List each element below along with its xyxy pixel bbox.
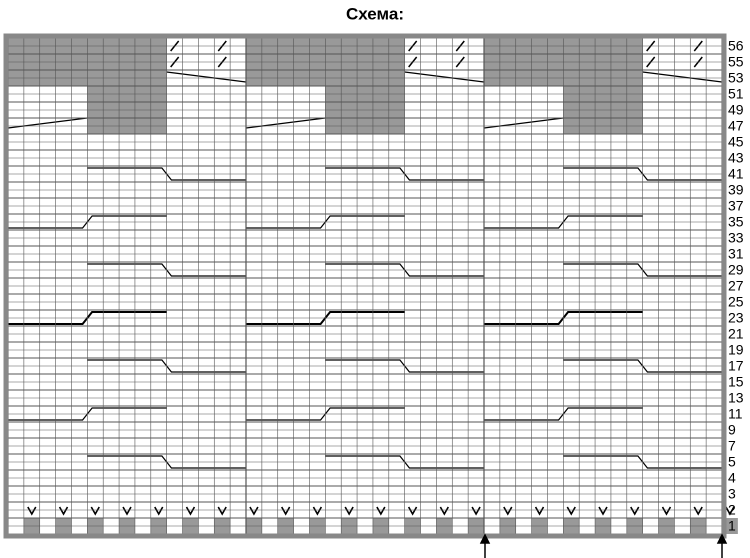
row-number: 31 [728, 246, 744, 262]
row-number: 21 [728, 326, 744, 342]
v-symbol [534, 506, 545, 516]
v-symbol [312, 506, 323, 516]
row-number: 1 [728, 518, 736, 534]
row-number: 7 [728, 438, 736, 454]
v-symbol [90, 506, 100, 516]
row-number: 2 [728, 502, 736, 518]
row-number: 17 [728, 358, 744, 374]
row-number: 45 [728, 134, 744, 150]
row-number: 11 [728, 406, 743, 422]
v-symbol [439, 506, 449, 516]
row-number: 9 [728, 422, 736, 438]
row-number: 49 [728, 102, 744, 118]
v-symbol [217, 506, 227, 516]
v-symbol [281, 506, 291, 516]
chart-title: Схема: [346, 4, 404, 23]
grid: 5655535149474543413937353331292725232119… [3, 33, 744, 539]
row-number: 4 [728, 470, 736, 486]
row-number: 41 [728, 166, 744, 182]
v-symbol [376, 506, 386, 516]
stitch-line [245, 117, 326, 129]
v-symbol [661, 506, 672, 516]
v-symbol [598, 506, 608, 516]
row-number: 5 [728, 454, 736, 470]
v-symbol [407, 506, 418, 516]
row-number: 13 [728, 390, 744, 406]
row-number: 25 [728, 294, 744, 310]
v-symbol [725, 506, 735, 516]
row-number: 47 [728, 118, 744, 134]
stitch-line [483, 117, 564, 129]
row-number: 56 [728, 38, 744, 54]
arrows [479, 533, 728, 558]
row-number: 35 [728, 214, 744, 230]
row-number: 55 [728, 54, 744, 70]
v-symbol [27, 506, 37, 516]
v-symbol [185, 506, 196, 516]
arrow-head [479, 533, 491, 544]
v-symbol [503, 506, 513, 516]
row-number: 29 [728, 262, 744, 278]
row-number: 19 [728, 342, 744, 358]
v-symbol [122, 506, 132, 516]
row-number: 3 [728, 486, 736, 502]
row-number: 37 [728, 198, 744, 214]
row-number: 27 [728, 278, 744, 294]
row-number: 53 [728, 70, 744, 86]
stitch-line [404, 71, 485, 83]
stitch-line [166, 71, 247, 83]
stitch-line [642, 71, 723, 83]
row-number: 43 [728, 150, 744, 166]
v-symbol [344, 506, 354, 516]
v-symbol [58, 506, 69, 516]
v-symbol [249, 506, 259, 516]
row-number: 51 [728, 86, 744, 102]
stitch-line [7, 117, 88, 129]
v-symbol [154, 506, 164, 516]
arrow-head [716, 533, 728, 544]
row-number: 15 [728, 374, 744, 390]
row-number: 23 [728, 310, 744, 326]
border [3, 33, 727, 539]
row-number: 39 [728, 182, 744, 198]
v-symbol [566, 506, 576, 516]
v-symbol [630, 506, 640, 516]
row-number: 33 [728, 230, 744, 246]
v-symbol [471, 506, 481, 516]
v-symbol [693, 506, 703, 516]
